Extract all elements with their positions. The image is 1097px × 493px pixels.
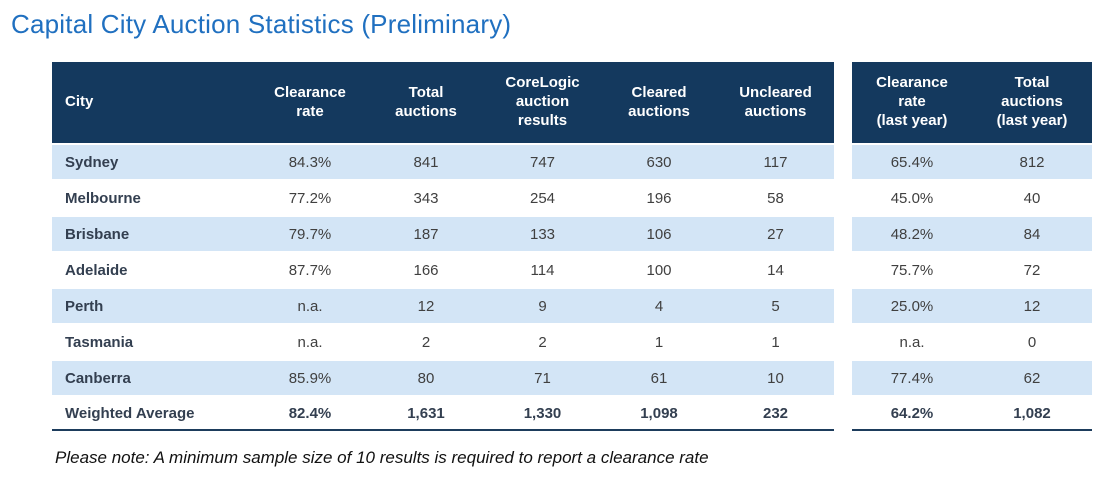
total-auctions-last-year-cell: 0 (972, 324, 1092, 361)
uncleared-auctions-cell: 27 (717, 216, 834, 253)
clearance-rate-last-year-cell: 65.4% (852, 144, 972, 181)
table-row-canberra: Canberra 85.9% 80 71 61 10 (52, 360, 834, 397)
total-auctions-last-year-cell: 812 (972, 144, 1092, 181)
total-auctions-cell: 166 (368, 252, 484, 289)
city-cell: Perth (52, 288, 252, 325)
clearance-rate-last-year-cell: 75.7% (852, 252, 972, 289)
total-auctions-cell: 80 (368, 360, 484, 397)
last-year-row-perth: 25.0% 12 (852, 288, 1092, 325)
uncleared-auctions-cell: 10 (717, 360, 834, 397)
city-cell: Weighted Average (52, 395, 252, 431)
corelogic-results-cell: 1,330 (484, 395, 601, 431)
last-year-row-weighted-average: 64.2% 1,082 (852, 395, 1092, 431)
cleared-auctions-cell: 1 (601, 324, 717, 361)
total-auctions-last-year-cell: 72 (972, 252, 1092, 289)
corelogic-results-cell: 114 (484, 252, 601, 289)
cleared-auctions-cell: 630 (601, 144, 717, 181)
table-row-melbourne: Melbourne 77.2% 343 254 196 58 (52, 180, 834, 217)
auction-stats-table-header: City Clearance rate Total auctions CoreL… (52, 62, 834, 145)
header-row: City Clearance rate Total auctions CoreL… (52, 62, 834, 145)
clearance-rate-cell: 79.7% (252, 216, 368, 253)
city-cell: Tasmania (52, 324, 252, 361)
last-year-row-adelaide: 75.7% 72 (852, 252, 1092, 289)
clearance-rate-last-year-cell: n.a. (852, 324, 972, 361)
total-auctions-last-year-cell: 40 (972, 180, 1092, 217)
last-year-stats-table: Clearance rate (last year) Total auction… (852, 62, 1092, 431)
header-row: Clearance rate (last year) Total auction… (852, 62, 1092, 145)
city-cell: Canberra (52, 360, 252, 397)
column-header-city: City (52, 62, 252, 145)
column-header-total-auctions: Total auctions (368, 62, 484, 145)
uncleared-auctions-cell: 1 (717, 324, 834, 361)
auction-stats-table: City Clearance rate Total auctions CoreL… (52, 62, 834, 431)
cleared-auctions-cell: 1,098 (601, 395, 717, 431)
clearance-rate-cell: n.a. (252, 324, 368, 361)
uncleared-auctions-cell: 14 (717, 252, 834, 289)
clearance-rate-cell: 82.4% (252, 395, 368, 431)
last-year-row-sydney: 65.4% 812 (852, 144, 1092, 181)
city-cell: Melbourne (52, 180, 252, 217)
last-year-row-canberra: 77.4% 62 (852, 360, 1092, 397)
cleared-auctions-cell: 196 (601, 180, 717, 217)
total-auctions-last-year-cell: 12 (972, 288, 1092, 325)
column-header-clearance-rate: Clearance rate (252, 62, 368, 145)
last-year-table-header: Clearance rate (last year) Total auction… (852, 62, 1092, 145)
total-auctions-cell: 1,631 (368, 395, 484, 431)
column-header-clearance-rate-last-year: Clearance rate (last year) (852, 62, 972, 145)
table-row-sydney: Sydney 84.3% 841 747 630 117 (52, 144, 834, 181)
clearance-rate-cell: 84.3% (252, 144, 368, 181)
uncleared-auctions-cell: 58 (717, 180, 834, 217)
clearance-rate-last-year-cell: 77.4% (852, 360, 972, 397)
total-auctions-cell: 841 (368, 144, 484, 181)
cleared-auctions-cell: 106 (601, 216, 717, 253)
total-auctions-cell: 12 (368, 288, 484, 325)
cleared-auctions-cell: 100 (601, 252, 717, 289)
table-row-adelaide: Adelaide 87.7% 166 114 100 14 (52, 252, 834, 289)
uncleared-auctions-cell: 232 (717, 395, 834, 431)
last-year-row-brisbane: 48.2% 84 (852, 216, 1092, 253)
total-auctions-last-year-cell: 84 (972, 216, 1092, 253)
last-year-row-melbourne: 45.0% 40 (852, 180, 1092, 217)
corelogic-results-cell: 9 (484, 288, 601, 325)
cleared-auctions-cell: 4 (601, 288, 717, 325)
column-header-uncleared-auctions: Uncleared auctions (717, 62, 834, 145)
table-row-weighted-average: Weighted Average 82.4% 1,631 1,330 1,098… (52, 395, 834, 431)
table-row-tasmania: Tasmania n.a. 2 2 1 1 (52, 324, 834, 361)
total-auctions-cell: 187 (368, 216, 484, 253)
clearance-rate-cell: n.a. (252, 288, 368, 325)
corelogic-results-cell: 133 (484, 216, 601, 253)
table-row-brisbane: Brisbane 79.7% 187 133 106 27 (52, 216, 834, 253)
total-auctions-last-year-cell: 1,082 (972, 395, 1092, 431)
clearance-rate-last-year-cell: 64.2% (852, 395, 972, 431)
page-title: Capital City Auction Statistics (Prelimi… (11, 9, 512, 39)
column-header-cleared-auctions: Cleared auctions (601, 62, 717, 145)
corelogic-results-cell: 71 (484, 360, 601, 397)
footnote: Please note: A minimum sample size of 10… (55, 448, 709, 467)
auction-statistics-tables: City Clearance rate Total auctions CoreL… (52, 62, 1097, 431)
clearance-rate-cell: 85.9% (252, 360, 368, 397)
corelogic-results-cell: 747 (484, 144, 601, 181)
total-auctions-cell: 2 (368, 324, 484, 361)
total-auctions-cell: 343 (368, 180, 484, 217)
clearance-rate-last-year-cell: 48.2% (852, 216, 972, 253)
clearance-rate-cell: 87.7% (252, 252, 368, 289)
cleared-auctions-cell: 61 (601, 360, 717, 397)
corelogic-results-cell: 2 (484, 324, 601, 361)
column-header-corelogic-auction-results: CoreLogic auction results (484, 62, 601, 145)
city-cell: Adelaide (52, 252, 252, 289)
clearance-rate-last-year-cell: 45.0% (852, 180, 972, 217)
table-row-perth: Perth n.a. 12 9 4 5 (52, 288, 834, 325)
clearance-rate-last-year-cell: 25.0% (852, 288, 972, 325)
clearance-rate-cell: 77.2% (252, 180, 368, 217)
city-cell: Brisbane (52, 216, 252, 253)
last-year-row-tasmania: n.a. 0 (852, 324, 1092, 361)
corelogic-results-cell: 254 (484, 180, 601, 217)
uncleared-auctions-cell: 117 (717, 144, 834, 181)
city-cell: Sydney (52, 144, 252, 181)
uncleared-auctions-cell: 5 (717, 288, 834, 325)
column-header-total-auctions-last-year: Total auctions (last year) (972, 62, 1092, 145)
total-auctions-last-year-cell: 62 (972, 360, 1092, 397)
